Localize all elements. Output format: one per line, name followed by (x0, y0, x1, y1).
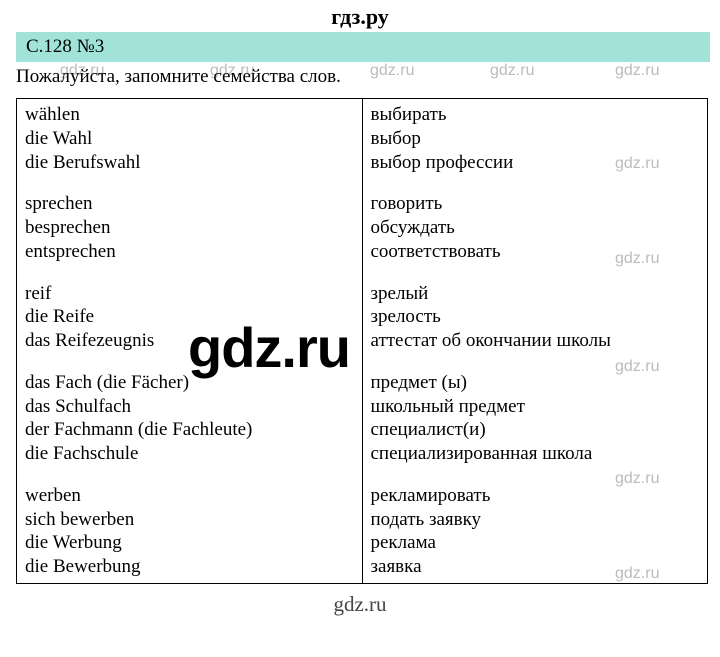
footer-watermark: gdz.ru (0, 592, 720, 617)
word-line: соответствовать (371, 240, 700, 264)
word-line: специализированная школа (371, 442, 700, 466)
word-line: die Bewerbung (25, 555, 354, 579)
table-cell-german: wählendie Wahldie Berufswahl sprechenbesp… (17, 99, 363, 584)
word-line: entsprechen (25, 240, 354, 264)
word-line: подать заявку (371, 508, 700, 532)
word-line: die Fachschule (25, 442, 354, 466)
vocab-table: wählendie Wahldie Berufswahl sprechenbesp… (16, 98, 708, 584)
word-line: выбор (371, 127, 700, 151)
word-line: зрелость (371, 305, 700, 329)
word-line: аттестат об окончании школы (371, 329, 700, 353)
word-line: выбор профессии (371, 151, 700, 175)
word-group: sprechenbesprechenentsprechen (25, 192, 354, 263)
word-line: говорить (371, 192, 700, 216)
word-group: предмет (ы)школьный предметспециалист(и)… (371, 371, 700, 466)
word-group: reifdie Reifedas Reifezeugnis (25, 282, 354, 353)
site-title: гдз.ру (0, 0, 720, 32)
word-line: wählen (25, 103, 354, 127)
word-line: reif (25, 282, 354, 306)
intro-text: Пожалуйста, запомните семейства слов. (0, 62, 720, 98)
word-line: das Reifezeugnis (25, 329, 354, 353)
word-line: реклама (371, 531, 700, 555)
word-line: рекламировать (371, 484, 700, 508)
word-line: заявка (371, 555, 700, 579)
word-group: das Fach (die Fächer)das Schulfachder Fa… (25, 371, 354, 466)
word-line: das Schulfach (25, 395, 354, 419)
word-line: die Wahl (25, 127, 354, 151)
word-line: зрелый (371, 282, 700, 306)
word-group: зрелыйзрелостьаттестат об окончании школ… (371, 282, 700, 353)
word-line: besprechen (25, 216, 354, 240)
table-cell-russian: выбиратьвыборвыбор профессии говоритьобсу… (362, 99, 708, 584)
word-line: die Berufswahl (25, 151, 354, 175)
word-group: говоритьобсуждатьсоответствовать (371, 192, 700, 263)
word-line: предмет (ы) (371, 371, 700, 395)
word-line: школьный предмет (371, 395, 700, 419)
exercise-heading: С.128 №3 (16, 32, 710, 62)
word-line: die Werbung (25, 531, 354, 555)
word-group: рекламироватьподать заявкурекламазаявка (371, 484, 700, 579)
word-line: die Reife (25, 305, 354, 329)
word-line: sich bewerben (25, 508, 354, 532)
word-line: специалист(и) (371, 418, 700, 442)
word-line: werben (25, 484, 354, 508)
word-group: выбиратьвыборвыбор профессии (371, 103, 700, 174)
word-line: выбирать (371, 103, 700, 127)
word-line: das Fach (die Fächer) (25, 371, 354, 395)
word-line: обсуждать (371, 216, 700, 240)
word-line: der Fachmann (die Fachleute) (25, 418, 354, 442)
word-line: sprechen (25, 192, 354, 216)
word-group: werbensich bewerbendie Werbungdie Bewerb… (25, 484, 354, 579)
word-group: wählendie Wahldie Berufswahl (25, 103, 354, 174)
